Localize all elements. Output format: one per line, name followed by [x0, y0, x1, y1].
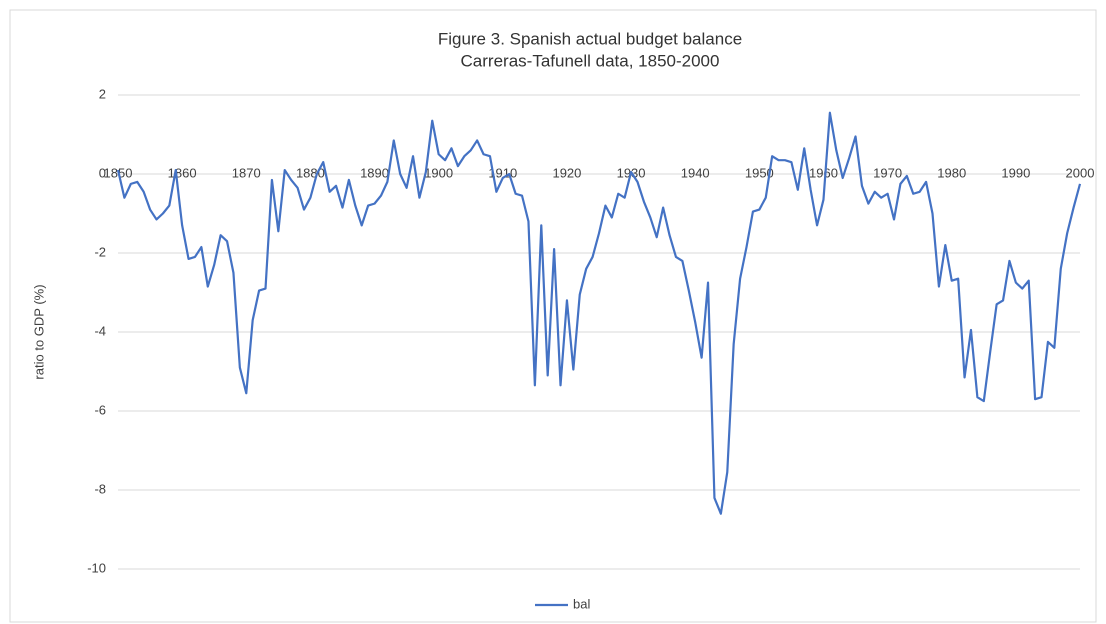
y-axis-label: ratio to GDP (%) [31, 284, 46, 379]
legend-label: bal [573, 596, 590, 611]
x-tick-label: 1950 [745, 165, 774, 180]
y-tick-label: 2 [99, 86, 106, 101]
x-tick-label: 1890 [360, 165, 389, 180]
x-tick-label: 1970 [873, 165, 902, 180]
x-tick-label: 1920 [552, 165, 581, 180]
x-tick-label: 1940 [681, 165, 710, 180]
x-tick-label: 1900 [424, 165, 453, 180]
x-tick-label: 1990 [1001, 165, 1030, 180]
y-tick-label: 0 [99, 165, 106, 180]
x-tick-label: 2000 [1066, 165, 1095, 180]
x-tick-label: 1960 [809, 165, 838, 180]
y-tick-label: -4 [94, 323, 106, 338]
y-tick-label: -2 [94, 244, 106, 259]
x-tick-label: 1870 [232, 165, 261, 180]
x-tick-label: 1880 [296, 165, 325, 180]
chart-subtitle: Carreras-Tafunell data, 1850-2000 [461, 51, 720, 70]
x-tick-label: 1860 [168, 165, 197, 180]
data-line [116, 111, 1082, 515]
y-tick-label: -6 [94, 402, 106, 417]
y-tick-label: -10 [87, 560, 106, 575]
chart-frame [9, 9, 1097, 623]
y-tick-label: -8 [94, 481, 106, 496]
chart-title: Figure 3. Spanish actual budget balance [438, 29, 742, 48]
x-tick-label: 1980 [937, 165, 966, 180]
